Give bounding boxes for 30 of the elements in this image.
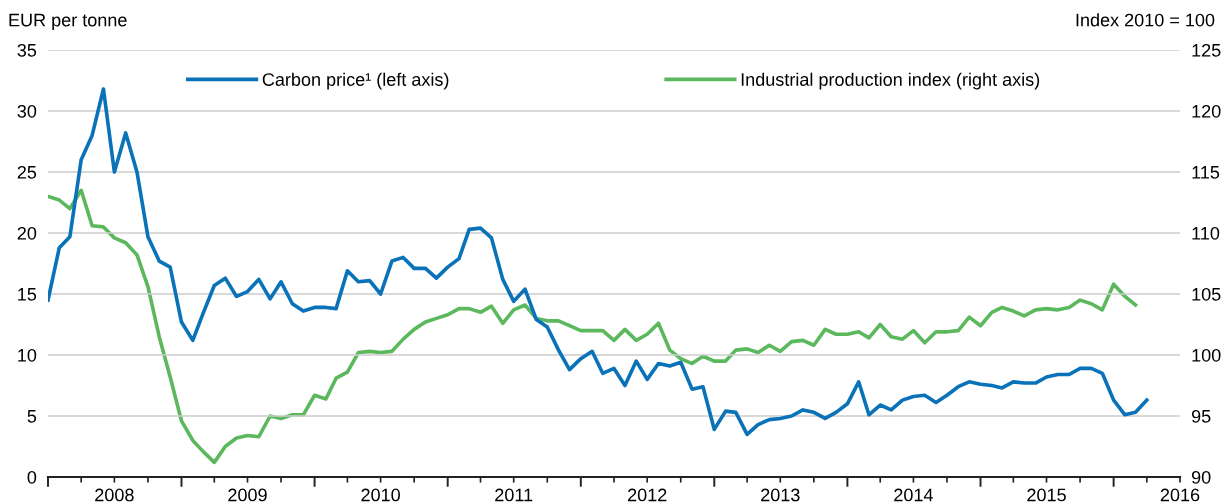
y2-axis-title: Index 2010 = 100 <box>1076 13 1215 27</box>
legend-label: Industrial production index (right axis) <box>741 72 1040 90</box>
x-tick-label: 2008 <box>95 488 134 502</box>
x-tick-label: 2014 <box>894 488 933 502</box>
y-tick-label: 20 <box>17 226 37 240</box>
line-series <box>48 188 1138 465</box>
y-tick-label: 25 <box>17 165 37 179</box>
y-tick-label: 10 <box>18 348 37 362</box>
y2-tick-label: 125 <box>1192 43 1221 57</box>
y2-tick-label: 95 <box>1191 409 1211 423</box>
x-tick-label: 2009 <box>228 488 267 502</box>
y2-tick-label: 100 <box>1192 348 1221 362</box>
x-tick-label: 2012 <box>628 488 667 502</box>
x-tick-label: 2016 <box>1160 488 1200 502</box>
y2-tick-label: 90 <box>1191 470 1211 484</box>
y2-tick-label: 110 <box>1192 226 1220 240</box>
x-tick-label: 2010 <box>361 488 400 502</box>
x-tick-label: 2015 <box>1027 488 1066 502</box>
y-tick-label: 0 <box>27 470 37 484</box>
y-tick-label: 5 <box>27 410 37 423</box>
legend-label: Carbon price¹ (left axis) <box>262 72 449 90</box>
x-tick-label: 2013 <box>761 488 800 502</box>
y-tick-label: 15 <box>18 288 37 301</box>
y-axis-title: EUR per tonne <box>9 13 127 30</box>
y-tick-label: 30 <box>17 104 37 118</box>
x-tick-label: 2011 <box>495 488 533 502</box>
y2-tick-label: 120 <box>1192 104 1221 118</box>
y2-tick-label: 105 <box>1192 287 1221 301</box>
y-tick-label: 35 <box>17 43 37 57</box>
y2-tick-label: 115 <box>1192 166 1220 179</box>
